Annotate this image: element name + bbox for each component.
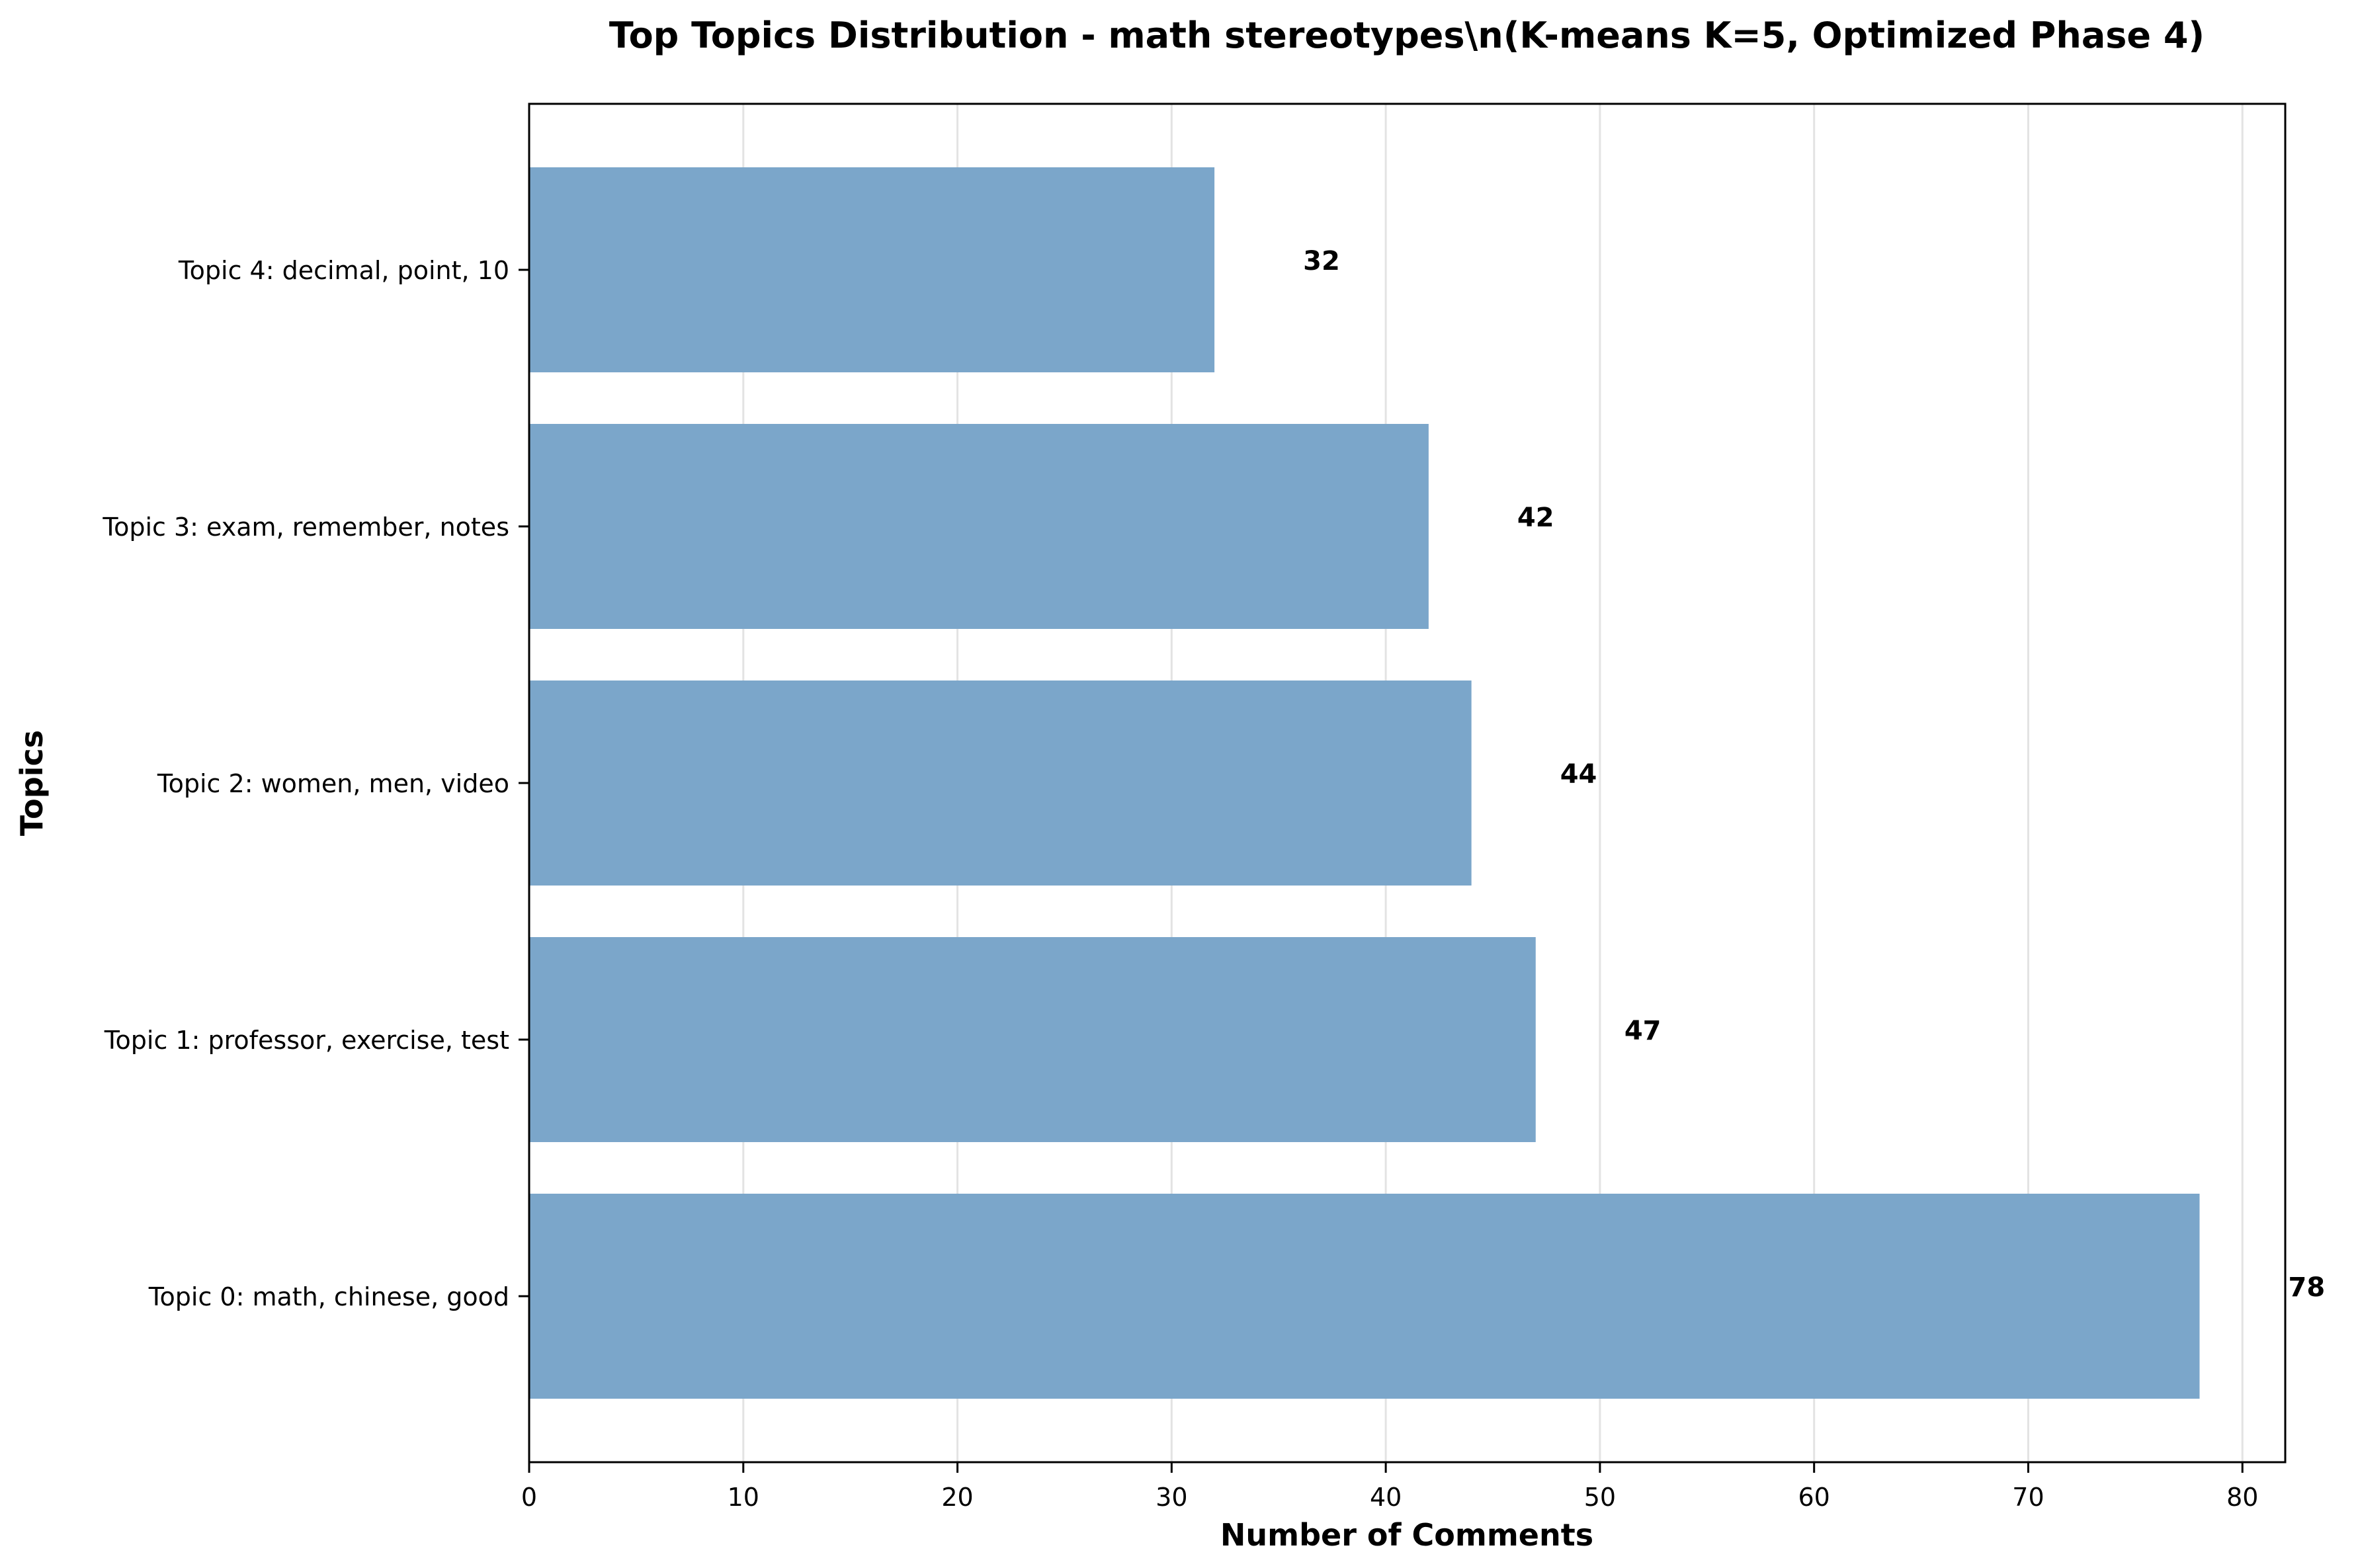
y-tick-label: Topic 4: decimal, point, 10: [178, 256, 509, 285]
chart-title: Top Topics Distribution - math stereotyp…: [609, 15, 2205, 56]
x-tick-label: 70: [2012, 1483, 2044, 1512]
value-labels: 78 47 44 42 32: [1303, 246, 2325, 1303]
value-label: 42: [1517, 503, 1554, 533]
bars: [529, 167, 2200, 1399]
x-axis-ticks: 0 10 20 30 40 50 60 70 80: [521, 1462, 2258, 1512]
x-tick-label: 60: [1798, 1483, 1830, 1512]
y-axis-label: Topics: [14, 730, 50, 836]
y-tick-label: Topic 1: professor, exercise, test: [104, 1026, 509, 1055]
value-label: 78: [2289, 1272, 2326, 1303]
bar: [529, 937, 1536, 1142]
y-axis-ticks: Topic 0: math, chinese, good Topic 1: pro…: [102, 256, 529, 1311]
x-tick-label: 0: [521, 1483, 537, 1512]
x-tick-label: 30: [1156, 1483, 1187, 1512]
x-axis-label: Number of Comments: [1220, 1517, 1593, 1553]
x-tick-label: 50: [1584, 1483, 1616, 1512]
bar: [529, 167, 1215, 372]
x-tick-label: 20: [941, 1483, 973, 1512]
y-tick-label: Topic 3: exam, remember, notes: [102, 513, 509, 542]
y-tick-label: Topic 2: women, men, video: [157, 769, 509, 798]
value-label: 32: [1303, 246, 1340, 276]
y-tick-label: Topic 0: math, chinese, good: [148, 1282, 509, 1311]
x-tick-label: 80: [2226, 1483, 2258, 1512]
x-tick-label: 10: [728, 1483, 759, 1512]
value-label: 47: [1624, 1016, 1662, 1046]
bar: [529, 1194, 2200, 1399]
value-label: 44: [1560, 759, 1597, 790]
bar: [529, 681, 1472, 886]
bar: [529, 424, 1429, 629]
x-tick-label: 40: [1370, 1483, 1402, 1512]
